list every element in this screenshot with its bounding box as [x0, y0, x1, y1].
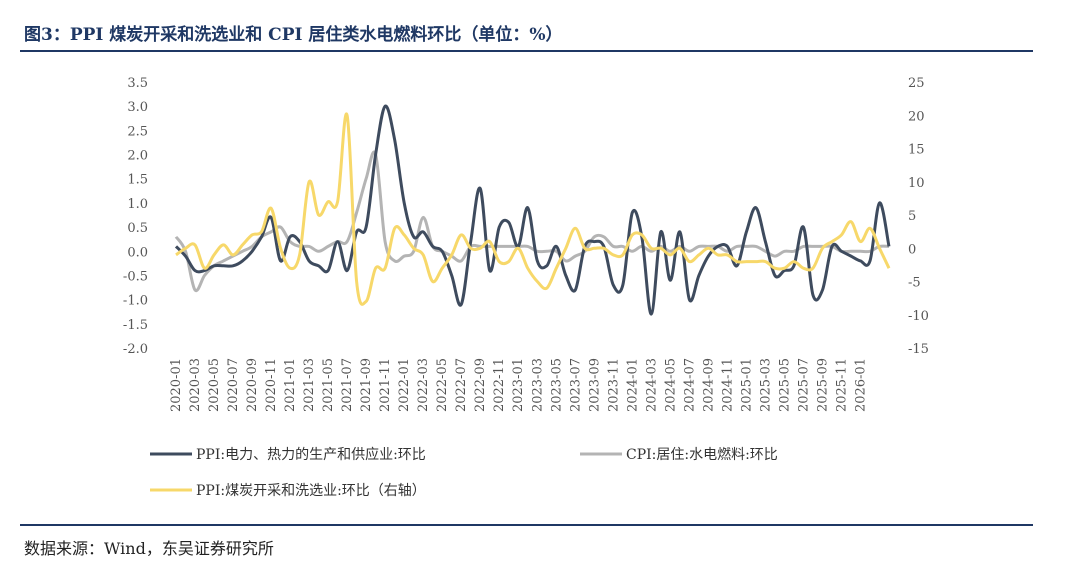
series-line — [174, 104, 891, 316]
left-tick-label: -2.0 — [123, 342, 148, 357]
x-tick-label: 2021-11 — [378, 358, 393, 412]
x-tick-label: 2024-03 — [644, 358, 659, 412]
x-tick-label: 2022-09 — [473, 358, 488, 412]
left-tick-label: 0.5 — [127, 221, 148, 236]
left-tick-label: 0.0 — [127, 245, 148, 260]
x-tick-label: 2020-01 — [169, 358, 184, 412]
x-tick-label: 2022-05 — [435, 358, 450, 412]
right-tick-label: 15 — [908, 143, 925, 158]
right-tick-label: 0 — [908, 242, 916, 257]
left-tick-label: 3.5 — [127, 76, 148, 91]
x-tick-label: 2024-07 — [682, 358, 697, 412]
x-tick-label: 2020-07 — [226, 358, 241, 412]
legend-label: PPI:煤炭开采和洗选业:环比（右轴） — [196, 483, 426, 499]
x-tick-label: 2020-05 — [207, 358, 222, 412]
right-tick-label: 25 — [908, 76, 925, 91]
left-axis-ticks: 3.5 3.0 2.5 2.0 1.5 1.0 0.5 0.0 -0.5 -1.0 -1.5 -2.0 — [123, 76, 148, 357]
x-tick-label: 2021-09 — [359, 358, 374, 412]
left-tick-label: -1.5 — [123, 318, 148, 333]
legend-label: PPI:电力、热力的生产和供应业:环比 — [196, 446, 426, 463]
series-line — [175, 112, 891, 306]
legend-label: CPI:居住:水电燃料:环比 — [626, 446, 778, 463]
title-rule — [20, 50, 1033, 52]
left-tick-label: -1.0 — [123, 294, 148, 309]
x-tick-label: 2020-03 — [188, 358, 203, 412]
right-tick-label: -10 — [908, 309, 929, 324]
x-tick-label: 2025-07 — [796, 358, 811, 412]
x-tick-label: 2025-03 — [758, 358, 773, 412]
x-tick-label: 2025-09 — [815, 358, 830, 412]
x-tick-label: 2025-11 — [834, 358, 849, 412]
left-tick-label: 3.0 — [127, 100, 148, 115]
series-layer — [174, 104, 891, 316]
x-tick-label: 2022-01 — [397, 358, 412, 412]
x-tick-label: 2020-11 — [264, 358, 279, 412]
legend: PPI:电力、热力的生产和供应业:环比 CPI:居住:水电燃料:环比 PPI:煤炭开… — [150, 446, 778, 499]
x-tick-label: 2020-09 — [245, 358, 260, 412]
x-tick-label: 2023-09 — [587, 358, 602, 412]
x-tick-label: 2022-07 — [454, 358, 469, 412]
figure-source: 数据来源：Wind，东吴证券研究所 — [24, 539, 274, 558]
source-rule — [20, 524, 1033, 526]
x-tick-label: 2023-07 — [568, 358, 583, 412]
left-tick-label: 1.0 — [127, 197, 148, 212]
figure-title: 图3：PPI 煤炭开采和洗选业和 CPI 居住类水电燃料环比（单位：%） — [24, 25, 563, 45]
x-axis-ticks: 2020-01 2020-03 2020-05 2020-07 2020-09 2020-… — [169, 358, 868, 412]
right-tick-label: 20 — [908, 109, 925, 124]
left-tick-label: 1.5 — [127, 173, 148, 188]
x-tick-label: 2022-11 — [492, 358, 507, 412]
x-tick-label: 2024-11 — [720, 358, 735, 412]
x-tick-label: 2021-05 — [321, 358, 336, 412]
right-tick-label: 5 — [908, 209, 916, 224]
right-tick-label: -15 — [908, 342, 929, 357]
x-tick-label: 2021-07 — [340, 358, 355, 412]
x-tick-label: 2021-03 — [302, 358, 317, 412]
x-tick-label: 2023-01 — [511, 358, 526, 412]
x-tick-label: 2025-01 — [739, 358, 754, 412]
x-tick-label: 2024-09 — [701, 358, 716, 412]
x-tick-label: 2024-01 — [625, 358, 640, 412]
x-tick-label: 2025-05 — [777, 358, 792, 412]
right-axis-ticks: 25 20 15 10 5 0 -5 -10 -15 — [908, 76, 929, 357]
x-tick-label: 2021-01 — [283, 358, 298, 412]
left-tick-label: 2.0 — [127, 149, 148, 164]
x-tick-label: 2023-11 — [606, 358, 621, 412]
right-tick-label: 10 — [908, 176, 925, 191]
left-tick-label: -0.5 — [123, 269, 148, 284]
x-tick-label: 2026-01 — [853, 358, 868, 412]
x-tick-label: 2023-03 — [530, 358, 545, 412]
left-tick-label: 2.5 — [127, 124, 148, 139]
right-tick-label: -5 — [908, 276, 921, 291]
x-tick-label: 2023-05 — [549, 358, 564, 412]
x-tick-label: 2024-05 — [663, 358, 678, 412]
x-tick-label: 2022-03 — [416, 358, 431, 412]
